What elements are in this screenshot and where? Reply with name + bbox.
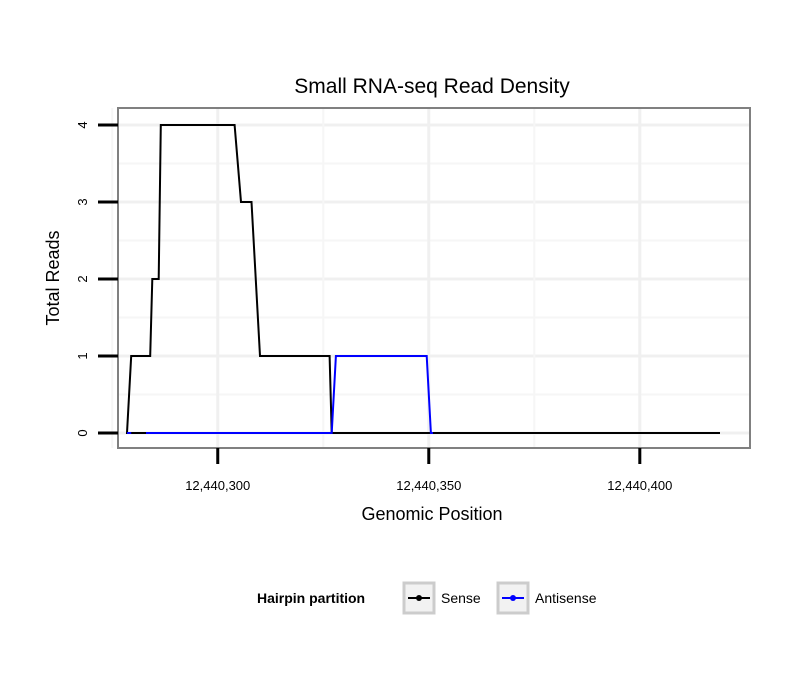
y-tick-label: 2: [75, 275, 90, 282]
legend-label-sense: Sense: [441, 590, 481, 606]
chart-title: Small RNA-seq Read Density: [294, 75, 570, 98]
series-layer: [125, 124, 720, 434]
legend-dot-antisense: [510, 595, 516, 601]
series-line-antisense: [127, 355, 433, 434]
x-axis-label: Genomic Position: [361, 504, 502, 524]
y-axis-label: Total Reads: [43, 230, 63, 325]
series-line-sense: [125, 124, 720, 434]
y-axis: 0 1 2 3 4: [75, 121, 118, 437]
legend-item-sense: Sense: [402, 581, 481, 615]
grid: [111, 108, 750, 448]
x-axis: 12,440,300 12,440,350 12,440,400: [185, 448, 672, 493]
legend-item-antisense: Antisense: [496, 581, 597, 615]
x-tick-label: 12,440,350: [396, 478, 461, 493]
legend-dot-sense: [416, 595, 422, 601]
y-tick-label: 1: [75, 352, 90, 359]
legend-title: Hairpin partition: [257, 590, 365, 606]
legend: Hairpin partition Sense Antisense: [257, 581, 597, 615]
y-tick-label: 4: [75, 121, 90, 128]
y-tick-label: 0: [75, 429, 90, 436]
y-tick-label: 3: [75, 198, 90, 205]
legend-label-antisense: Antisense: [535, 590, 597, 606]
x-tick-label: 12,440,300: [185, 478, 250, 493]
x-tick-label: 12,440,400: [607, 478, 672, 493]
